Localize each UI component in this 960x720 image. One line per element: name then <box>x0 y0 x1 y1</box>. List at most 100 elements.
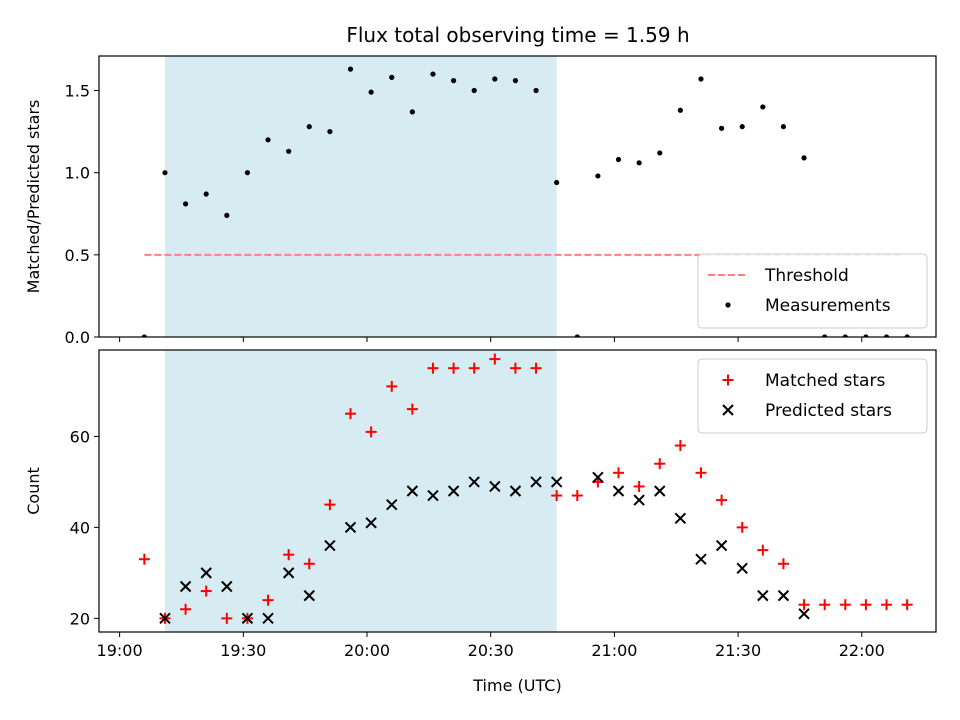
x-tick-label: 21:00 <box>591 641 637 660</box>
matched-stars-point <box>200 585 212 597</box>
legend-matched-swatch <box>722 374 734 386</box>
predicted-stars-point <box>674 512 687 524</box>
predicted-stars-point <box>303 589 315 602</box>
measurement-point <box>327 128 333 135</box>
predicted-stars-point <box>715 539 728 552</box>
measurement-point <box>306 124 312 130</box>
measurement-point <box>615 156 622 163</box>
x-tick-label: 20:00 <box>344 641 390 660</box>
matched-stars-point <box>819 599 831 611</box>
predicted-stars-point <box>282 567 295 579</box>
predicted-stars-point <box>386 498 398 511</box>
predicted-stars-point <box>489 480 501 493</box>
matched-stars-point <box>881 599 893 611</box>
x-tick-label: 20:30 <box>468 641 514 660</box>
series-measurements <box>141 66 910 337</box>
series-matched-stars <box>138 353 913 624</box>
matched-stars-point <box>345 408 357 420</box>
measurement-point <box>842 334 848 337</box>
legend-entry-label: Predicted stars <box>765 401 892 421</box>
matched-stars-point <box>777 558 789 570</box>
matched-stars-point <box>324 499 336 511</box>
x-tick-label: 19:00 <box>97 641 143 660</box>
predicted-stars-point <box>550 476 563 488</box>
matched-stars-point <box>365 426 377 438</box>
y-tick-label: 40 <box>70 518 90 537</box>
matched-stars-point <box>695 467 707 479</box>
predicted-stars-point <box>736 562 748 575</box>
matched-stars-point <box>798 599 810 611</box>
measurement-point <box>409 109 415 115</box>
predicted-stars-point <box>324 539 336 552</box>
matched-stars-point <box>633 480 645 492</box>
predicted-stars-point <box>592 471 604 484</box>
measurement-point <box>492 76 498 82</box>
matched-stars-point <box>551 490 563 502</box>
measurement-point <box>286 148 292 154</box>
bottom-subplot-count: 20 40 60 19:00 19:30 20:00 20:30 21:00 21:30 22:0… <box>24 349 937 695</box>
predicted-stars-point <box>633 494 645 506</box>
plot-area <box>138 350 913 632</box>
predicted-stars-point <box>365 517 377 529</box>
measurement-point <box>389 74 395 80</box>
matched-stars-point <box>427 362 439 374</box>
measurement-point <box>801 155 807 161</box>
matched-stars-point <box>757 544 769 556</box>
measurement-point <box>636 160 642 166</box>
measurement-point <box>471 87 477 94</box>
x-tick-label: 22:00 <box>839 641 885 660</box>
matched-stars-point <box>448 362 460 374</box>
measurement-point <box>904 334 910 337</box>
measurement-point <box>265 137 271 143</box>
matched-stars-point <box>283 549 295 561</box>
y-tick-label: 0.5 <box>65 246 90 265</box>
predicted-stars-point <box>262 612 274 625</box>
matched-stars-point <box>180 603 192 615</box>
predicted-stars-point <box>468 476 480 488</box>
measurement-point <box>718 125 725 131</box>
matched-stars-point <box>674 440 686 452</box>
predicted-stars-point <box>221 580 233 593</box>
measurement-point <box>244 170 251 176</box>
predicted-stars-point <box>612 485 625 497</box>
top-subplot-ratio: 0.0 0.5 1.0 1.5 Matched/Predicted stars Thres… <box>24 55 937 347</box>
axes-frame <box>98 55 937 338</box>
chart-title: Flux total observing time = 1.59 h <box>346 23 689 47</box>
measurement-point <box>677 107 683 113</box>
predicted-stars-point <box>757 589 769 602</box>
y-tick-label: 1.5 <box>65 82 90 101</box>
matched-stars-point <box>736 521 748 533</box>
y-tick-label: 1.0 <box>65 164 90 183</box>
matched-stars-point <box>262 594 274 606</box>
matched-stars-point <box>303 558 315 570</box>
y-axis-label: Count <box>24 467 43 515</box>
matched-stars-point <box>901 599 913 611</box>
matched-stars-point <box>654 458 666 470</box>
matched-stars-point <box>716 494 728 506</box>
measurement-point <box>224 212 230 218</box>
predicted-stars-point <box>447 485 460 497</box>
y-tick-label: 60 <box>70 427 90 446</box>
measurement-point <box>657 150 663 156</box>
matched-stars-point <box>386 380 398 392</box>
measurement-point <box>863 334 869 337</box>
matched-stars-point <box>571 490 583 502</box>
observing-interval-shade <box>164 56 557 337</box>
measurement-point <box>162 170 168 176</box>
measurement-point <box>554 179 560 186</box>
measurement-point <box>533 87 539 94</box>
legend-predicted-swatch <box>722 404 734 416</box>
matched-stars-point <box>613 467 625 479</box>
predicted-stars-point <box>777 589 790 602</box>
legend-entry-label: Measurements <box>765 296 891 316</box>
y-axis-label: Matched/Predicted stars <box>24 100 43 294</box>
predicted-stars-point <box>179 580 192 593</box>
measurement-point <box>368 89 374 95</box>
measurement-point <box>141 334 147 337</box>
predicted-stars-point <box>798 608 810 620</box>
measurement-point <box>450 78 457 84</box>
legend-entry-label: Matched stars <box>765 371 885 391</box>
x-tick-label: 21:30 <box>715 641 761 660</box>
measurement-point <box>780 124 787 130</box>
